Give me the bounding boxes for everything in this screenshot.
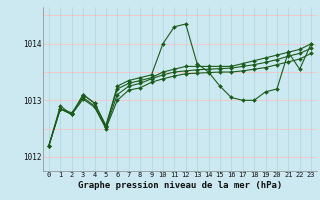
X-axis label: Graphe pression niveau de la mer (hPa): Graphe pression niveau de la mer (hPa) (78, 181, 282, 190)
